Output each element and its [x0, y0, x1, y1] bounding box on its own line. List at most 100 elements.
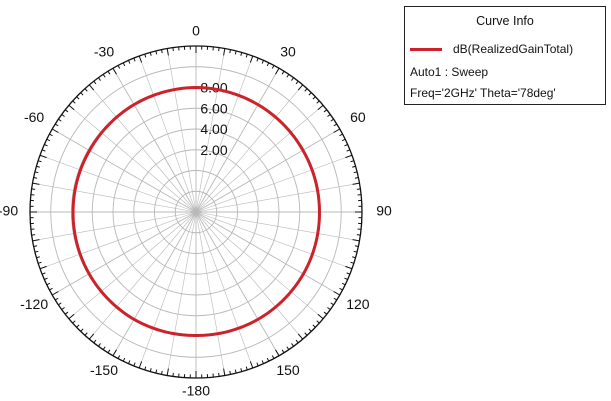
- angular-tick-mark: [229, 49, 232, 54]
- angular-tick-mark: [308, 92, 312, 96]
- angular-tick-mark: [80, 328, 84, 332]
- angular-tick-mark: [346, 149, 351, 152]
- angular-tick-mark: [256, 362, 259, 367]
- angular-tick-mark: [352, 165, 356, 168]
- angular-tick-mark: [352, 182, 360, 185]
- angular-tick-mark: [333, 128, 341, 133]
- angular-tick-mark: [354, 176, 359, 179]
- angular-tick-mark: [128, 60, 131, 64]
- angular-tick-mark: [291, 343, 294, 347]
- angular-tick-mark: [261, 360, 264, 364]
- angular-tick-mark: [155, 369, 158, 374]
- angular-tick-mark: [41, 149, 46, 152]
- legend-title: Curve Info: [476, 14, 534, 28]
- angular-tick-mark: [166, 48, 169, 56]
- angular-tick-mark: [345, 154, 353, 159]
- angular-tick-mark: [297, 84, 304, 91]
- radial-grid-circle: [133, 149, 259, 275]
- angular-tick-mark: [46, 282, 51, 286]
- angular-tick-mark: [333, 291, 341, 296]
- angular-tick-mark: [112, 349, 117, 357]
- angular-tick-mark: [323, 109, 328, 113]
- angular-tick-mark: [323, 311, 328, 315]
- angular-tick-mark: [308, 328, 312, 332]
- angular-tick-mark: [234, 369, 237, 374]
- angular-tick-mark: [317, 104, 324, 111]
- angular-tick-mark: [271, 355, 275, 359]
- angular-tick-mark: [256, 57, 259, 62]
- angular-tick-mark: [88, 84, 95, 91]
- angular-tick-label: -90: [0, 203, 18, 219]
- angular-tick-mark: [353, 250, 358, 253]
- angular-tick-label: 30: [280, 43, 296, 59]
- radial-tick-label: 6.00: [200, 100, 227, 116]
- angular-tick-mark: [344, 277, 348, 280]
- angular-tick-mark: [34, 171, 39, 174]
- angular-tick-mark: [98, 343, 101, 347]
- angular-tick-mark: [149, 52, 152, 56]
- angular-tick-mark: [33, 176, 38, 179]
- angular-tick-mark: [327, 307, 331, 310]
- angular-tick-mark: [271, 65, 275, 69]
- angular-tick-mark: [295, 339, 299, 344]
- angular-tick-mark: [160, 49, 163, 54]
- angular-tick-mark: [281, 349, 285, 354]
- curves: [71, 86, 321, 337]
- angular-tick-mark: [128, 360, 131, 364]
- angular-tick-mark: [93, 339, 97, 344]
- angular-tick-mark: [281, 70, 285, 75]
- angular-tick-mark: [84, 88, 88, 92]
- angular-tick-mark: [37, 160, 42, 163]
- angular-tick-mark: [316, 320, 320, 324]
- series-curve: [71, 86, 321, 337]
- angular-tick-mark: [98, 77, 101, 81]
- angular-tick-mark: [333, 297, 338, 301]
- polar-grid: [29, 45, 363, 379]
- radial-grid-circle: [174, 190, 218, 234]
- angular-tick-mark: [350, 160, 355, 163]
- legend-params-label: Freq='2GHz' Theta='78deg': [410, 86, 556, 100]
- angular-tick-mark: [36, 165, 40, 168]
- angular-tick-mark: [166, 368, 169, 376]
- angular-tick-mark: [44, 144, 48, 147]
- angular-tick-mark: [34, 250, 39, 253]
- angular-tick-mark: [133, 57, 136, 62]
- angular-tick-mark: [49, 287, 53, 291]
- angular-tick-label: 120: [346, 296, 370, 312]
- angular-tick-mark: [261, 60, 264, 64]
- radial-grid-circle: [91, 107, 301, 317]
- angular-tick-mark: [297, 333, 304, 340]
- angular-tick-mark: [51, 128, 59, 133]
- angular-tick-mark: [234, 50, 237, 55]
- angular-tick-mark: [122, 62, 126, 67]
- angular-tick-mark: [223, 48, 226, 56]
- angular-tick-mark: [286, 346, 290, 350]
- angular-tick-mark: [33, 245, 38, 248]
- angular-tick-mark: [49, 133, 53, 137]
- angular-tick-mark: [327, 114, 331, 117]
- angular-tick-label: 150: [276, 362, 300, 378]
- angular-tick-mark: [37, 261, 42, 264]
- angular-tick-mark: [229, 370, 232, 375]
- angular-tick-mark: [354, 245, 359, 248]
- angular-tick-mark: [64, 109, 69, 113]
- angular-tick-mark: [295, 80, 299, 85]
- angular-tick-mark: [112, 67, 117, 75]
- radial-grid-circle: [154, 170, 238, 254]
- angular-tick-label: -150: [90, 362, 118, 378]
- angular-tick-label: -120: [20, 296, 48, 312]
- angular-tick-mark: [93, 80, 97, 85]
- angular-tick-mark: [316, 100, 320, 104]
- angular-tick-mark: [333, 123, 338, 127]
- angular-tick-mark: [350, 261, 355, 264]
- angular-tick-mark: [32, 182, 40, 185]
- angular-tick-mark: [58, 118, 62, 122]
- angular-tick-mark: [133, 362, 136, 367]
- angular-tick-mark: [76, 96, 80, 100]
- angular-tick-mark: [84, 332, 88, 336]
- angular-tick-mark: [286, 74, 290, 78]
- angular-tick-mark: [51, 291, 59, 296]
- angular-tick-mark: [102, 346, 106, 350]
- angular-tick-mark: [160, 370, 163, 375]
